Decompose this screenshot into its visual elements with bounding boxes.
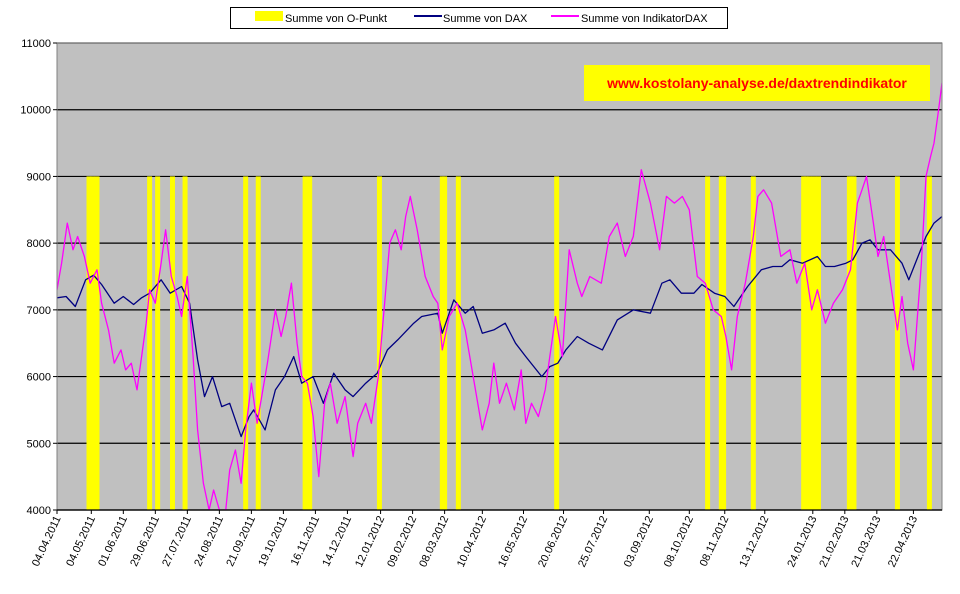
o-punkt-bar — [89, 176, 95, 510]
o-punkt-bar — [442, 176, 448, 510]
x-tick-label: 16.05.2012 — [496, 514, 530, 569]
x-tick-label: 27.07.2011 — [160, 514, 194, 568]
legend-swatch-dax — [414, 15, 442, 17]
o-punkt-bar — [750, 176, 756, 510]
x-tick-label: 03.09.2012 — [622, 514, 656, 569]
indikatordax-series-line — [57, 82, 942, 510]
o-punkt-bar — [86, 176, 92, 510]
o-punkt-bar — [851, 176, 857, 510]
x-tick-label: 01.06.2011 — [96, 514, 130, 568]
o-punkt-bar — [255, 176, 261, 510]
watermark-annotation: www.kostolany-analyse.de/daxtrendindikat… — [584, 65, 930, 101]
x-tick-label: 25.07.2012 — [576, 514, 610, 569]
x-tick-label: 19.10.2011 — [256, 514, 290, 568]
o-punkt-bar — [147, 176, 153, 510]
o-punkt-bar — [705, 176, 711, 510]
x-tick-label: 21.03.2013 — [849, 514, 883, 569]
y-axis: 4000 5000 6000 7000 8000 9000 10000 11000 — [20, 38, 57, 517]
x-tick-label: 13.12.2012 — [737, 514, 771, 569]
y-tick-label: 11000 — [21, 38, 51, 50]
x-tick-label: 24.01.2013 — [785, 514, 819, 569]
legend-label-indikatordax: Summe von IndikatorDAX — [581, 13, 708, 25]
x-tick-label: 14.12.2011 — [320, 514, 354, 568]
x-tick-label: 16.11.2011 — [289, 514, 322, 567]
y-tick-label: 6000 — [27, 372, 51, 384]
legend-label-o-punkt: Summe von O-Punkt — [285, 13, 388, 25]
y-tick-label: 9000 — [27, 171, 51, 183]
x-axis: 04.04.2011 04.05.201101.06.201129.06.2011… — [30, 509, 942, 569]
o-punkt-bar — [376, 176, 382, 510]
series-lines — [57, 82, 942, 510]
legend: Summe von O-Punkt Summe von DAX Summe vo… — [230, 7, 728, 29]
plot-area — [57, 43, 942, 510]
o-punkt-bar — [455, 176, 461, 510]
legend-swatch-o-punkt — [255, 11, 283, 21]
o-punkt-bar — [155, 176, 161, 510]
y-tick-label: 7000 — [27, 305, 51, 317]
o-punkt-bar — [806, 176, 812, 510]
o-punkt-bar — [302, 176, 308, 510]
o-punkt-bar — [816, 176, 822, 510]
o-punkt-bar — [803, 176, 809, 510]
legend-swatch-indikatordax — [551, 15, 579, 17]
x-tick-label: 04.04.2011 — [30, 514, 64, 568]
x-tick-label: 21.09.2011 — [224, 514, 258, 568]
o-punkt-bar — [926, 176, 932, 510]
x-tick-label: 08.03.2012 — [417, 514, 451, 569]
x-tick-label: 09.02.2012 — [385, 514, 419, 569]
x-tick-label: 12.01.2012 — [353, 514, 387, 569]
y-tick-label: 10000 — [20, 105, 51, 117]
o-punkt-bar — [169, 176, 175, 510]
y-tick-label: 5000 — [27, 438, 51, 450]
legend-label-dax: Summe von DAX — [443, 13, 528, 25]
x-tick-label: 04.05.2011 — [64, 514, 98, 568]
o-punkt-bar — [894, 176, 900, 510]
x-tick-label: 08.10.2012 — [662, 514, 696, 569]
x-tick-label: 08.11.2012 — [698, 514, 732, 568]
o-punkt-bar — [307, 176, 313, 510]
o-punkt-bar — [182, 176, 188, 510]
o-punkt-bar — [94, 176, 100, 510]
dax-series-line — [57, 215, 942, 438]
x-tick-label: 24.08.2011 — [192, 514, 226, 568]
x-tick-label: 21.02.2013 — [817, 514, 851, 569]
x-tick-label: 20.06.2012 — [536, 514, 570, 569]
o-punkt-bar — [721, 176, 727, 510]
x-tick-label: 22.04.2013 — [886, 514, 920, 569]
o-punkt-bar — [554, 176, 560, 510]
y-tick-label: 8000 — [27, 238, 51, 250]
o-punkt-bars — [86, 176, 932, 510]
o-punkt-bar — [243, 176, 249, 510]
o-punkt-bar — [811, 176, 817, 510]
x-tick-label: 29.06.2011 — [128, 514, 162, 568]
x-tick-label: 10.04.2012 — [455, 514, 489, 569]
y-tick-label: 4000 — [27, 505, 51, 517]
